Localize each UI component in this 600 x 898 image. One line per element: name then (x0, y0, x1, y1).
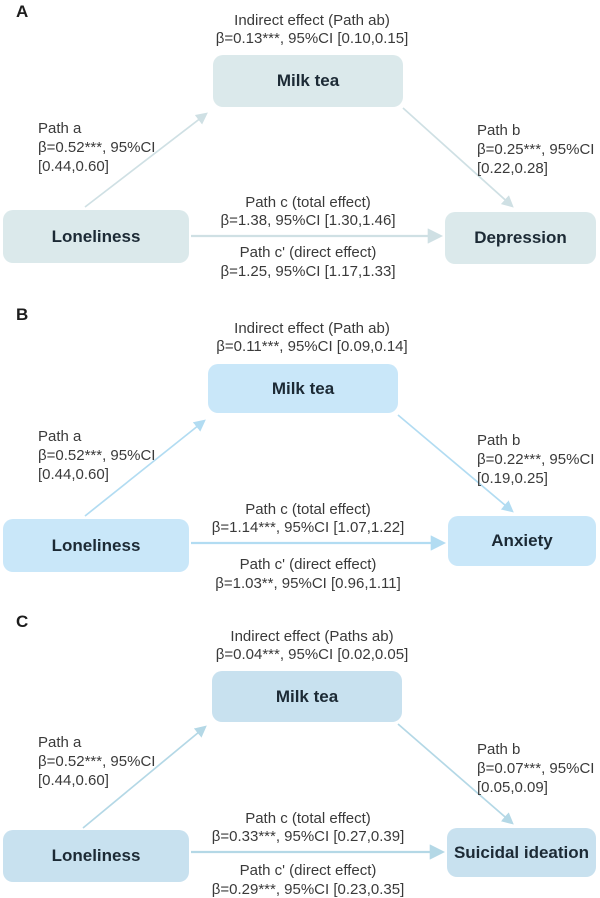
predictor-box: Loneliness (3, 210, 189, 263)
path-c-prime-stats: β=1.25, 95%CI [1.17,1.33] (220, 263, 396, 280)
path-b-ci: [0.05,0.09] (477, 779, 548, 796)
path-c-title: Path c (total effect) (245, 194, 371, 211)
indirect-effect-title: Indirect effect (Path ab) (234, 320, 390, 337)
path-b-name: Path b (477, 122, 521, 139)
path-a-name: Path a (38, 428, 82, 445)
mediator-box: Milk tea (212, 671, 402, 722)
path-c-title: Path c (total effect) (245, 810, 371, 827)
path-c-prime-title: Path c' (direct effect) (239, 244, 377, 261)
path-c-prime-stats: β=0.29***, 95%CI [0.23,0.35] (211, 881, 405, 898)
path-c-stats: β=0.33***, 95%CI [0.27,0.39] (211, 828, 405, 845)
path-b-stats: β=0.07***, 95%CI (477, 760, 595, 777)
outcome-box: Anxiety (448, 516, 596, 566)
path-a-ci: [0.44,0.60] (38, 158, 109, 175)
predictor-box: Loneliness (3, 519, 189, 572)
indirect-effect-title: Indirect effect (Path ab) (234, 12, 390, 29)
path-a-stats: β=0.52***, 95%CI (38, 753, 156, 770)
panel-label: A (16, 2, 29, 21)
indirect-effect-stats: β=0.13***, 95%CI [0.10,0.15] (215, 30, 409, 47)
path-a-stats: β=0.52***, 95%CI (38, 447, 156, 464)
path-a-label: Path a β=0.52***, 95%CI [0.44,0.60] (38, 119, 155, 176)
path-b-ci: [0.19,0.25] (477, 470, 548, 487)
outcome-box: Suicidal ideation (447, 828, 596, 877)
path-a-ci: [0.44,0.60] (38, 466, 109, 483)
predictor-box: Loneliness (3, 830, 189, 882)
path-a-label: Path a β=0.52***, 95%CI [0.44,0.60] (38, 427, 155, 484)
path-b-name: Path b (477, 432, 521, 449)
indirect-effect-stats: β=0.04***, 95%CI [0.02,0.05] (215, 646, 409, 663)
path-c-stats: β=1.38, 95%CI [1.30,1.46] (220, 212, 396, 229)
path-c-prime-title: Path c' (direct effect) (239, 556, 377, 573)
path-a-ci: [0.44,0.60] (38, 772, 109, 789)
indirect-effect-title: Indirect effect (Paths ab) (230, 628, 394, 645)
path-b-label: Path b β=0.07***, 95%CI [0.05,0.09] (477, 740, 594, 797)
path-b-label: Path b β=0.25***, 95%CI [0.22,0.28] (477, 121, 594, 178)
panel-a: A Indirect effect (Path ab) β=0.13***, 9… (0, 0, 600, 302)
path-a-name: Path a (38, 120, 82, 137)
mediator-box: Milk tea (208, 364, 398, 413)
path-a-stats: β=0.52***, 95%CI (38, 139, 156, 156)
path-a-name: Path a (38, 734, 82, 751)
path-c-stats: β=1.14***, 95%CI [1.07,1.22] (211, 519, 405, 536)
indirect-effect-stats: β=0.11***, 95%CI [0.09,0.14] (216, 338, 408, 355)
path-c-title: Path c (total effect) (245, 501, 371, 518)
path-b-stats: β=0.25***, 95%CI (477, 141, 595, 158)
path-c-prime-stats: β=1.03**, 95%CI [0.96,1.11] (215, 575, 401, 592)
path-a-label: Path a β=0.52***, 95%CI [0.44,0.60] (38, 733, 155, 790)
panel-label: B (16, 305, 29, 324)
mediator-box: Milk tea (213, 55, 403, 107)
path-b-ci: [0.22,0.28] (477, 160, 548, 177)
panel-b: B Indirect effect (Path ab) β=0.11***, 9… (0, 303, 600, 608)
path-b-label: Path b β=0.22***, 95%CI [0.19,0.25] (477, 431, 594, 488)
outcome-box: Depression (445, 212, 596, 264)
panel-c: C Indirect effect (Paths ab) β=0.04***, … (0, 608, 600, 898)
path-c-prime-title: Path c' (direct effect) (239, 862, 377, 879)
path-b-name: Path b (477, 741, 521, 758)
panel-label: C (16, 612, 29, 631)
path-b-stats: β=0.22***, 95%CI (477, 451, 595, 468)
